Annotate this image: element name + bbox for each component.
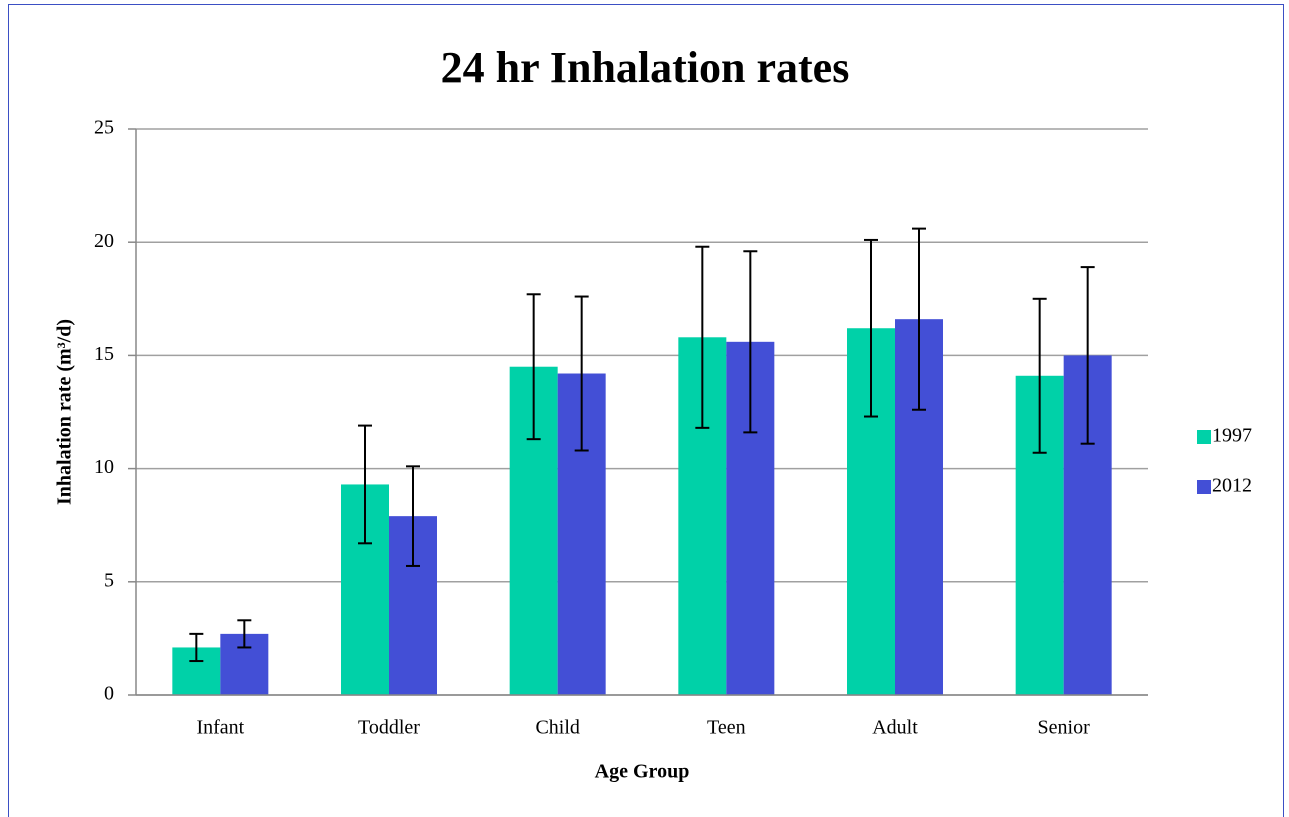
y-tick-label: 10: [94, 456, 114, 478]
chart-frame: [8, 4, 1284, 817]
chart-title: 24 hr Inhalation rates: [441, 43, 850, 92]
error-bar: [912, 227, 926, 411]
x-tick-label: Adult: [872, 717, 918, 739]
error-bar: [1080, 266, 1095, 445]
error-bar: [237, 619, 252, 649]
error-bar: [189, 632, 204, 663]
error-bar: [743, 250, 758, 434]
x-axis-title: Age Group: [595, 761, 690, 783]
legend-label: 1997: [1212, 425, 1252, 447]
y-tick-label: 15: [94, 343, 114, 365]
x-tick-label: Infant: [196, 717, 244, 739]
error-bar: [526, 293, 541, 441]
error-bar: [1032, 297, 1047, 454]
legend-label: 2012: [1212, 475, 1252, 497]
legend-swatch: [1197, 480, 1211, 494]
legend-swatch: [1197, 430, 1211, 444]
y-tick-label: 20: [94, 230, 114, 252]
y-tick-label: 0: [104, 683, 114, 705]
error-bar: [864, 238, 878, 418]
error-bar: [574, 295, 589, 452]
y-tick-label: 25: [94, 117, 114, 139]
x-tick-label: Child: [535, 717, 579, 739]
x-tick-label: Senior: [1038, 717, 1091, 739]
y-tick-label: 5: [104, 569, 114, 591]
x-tick-label: Teen: [707, 717, 746, 739]
y-axis-title: Inhalation rate (m³/d): [54, 319, 76, 505]
error-bar: [358, 424, 372, 545]
error-bar: [695, 245, 710, 429]
x-tick-label: Toddler: [358, 717, 420, 739]
error-bar: [406, 465, 420, 567]
